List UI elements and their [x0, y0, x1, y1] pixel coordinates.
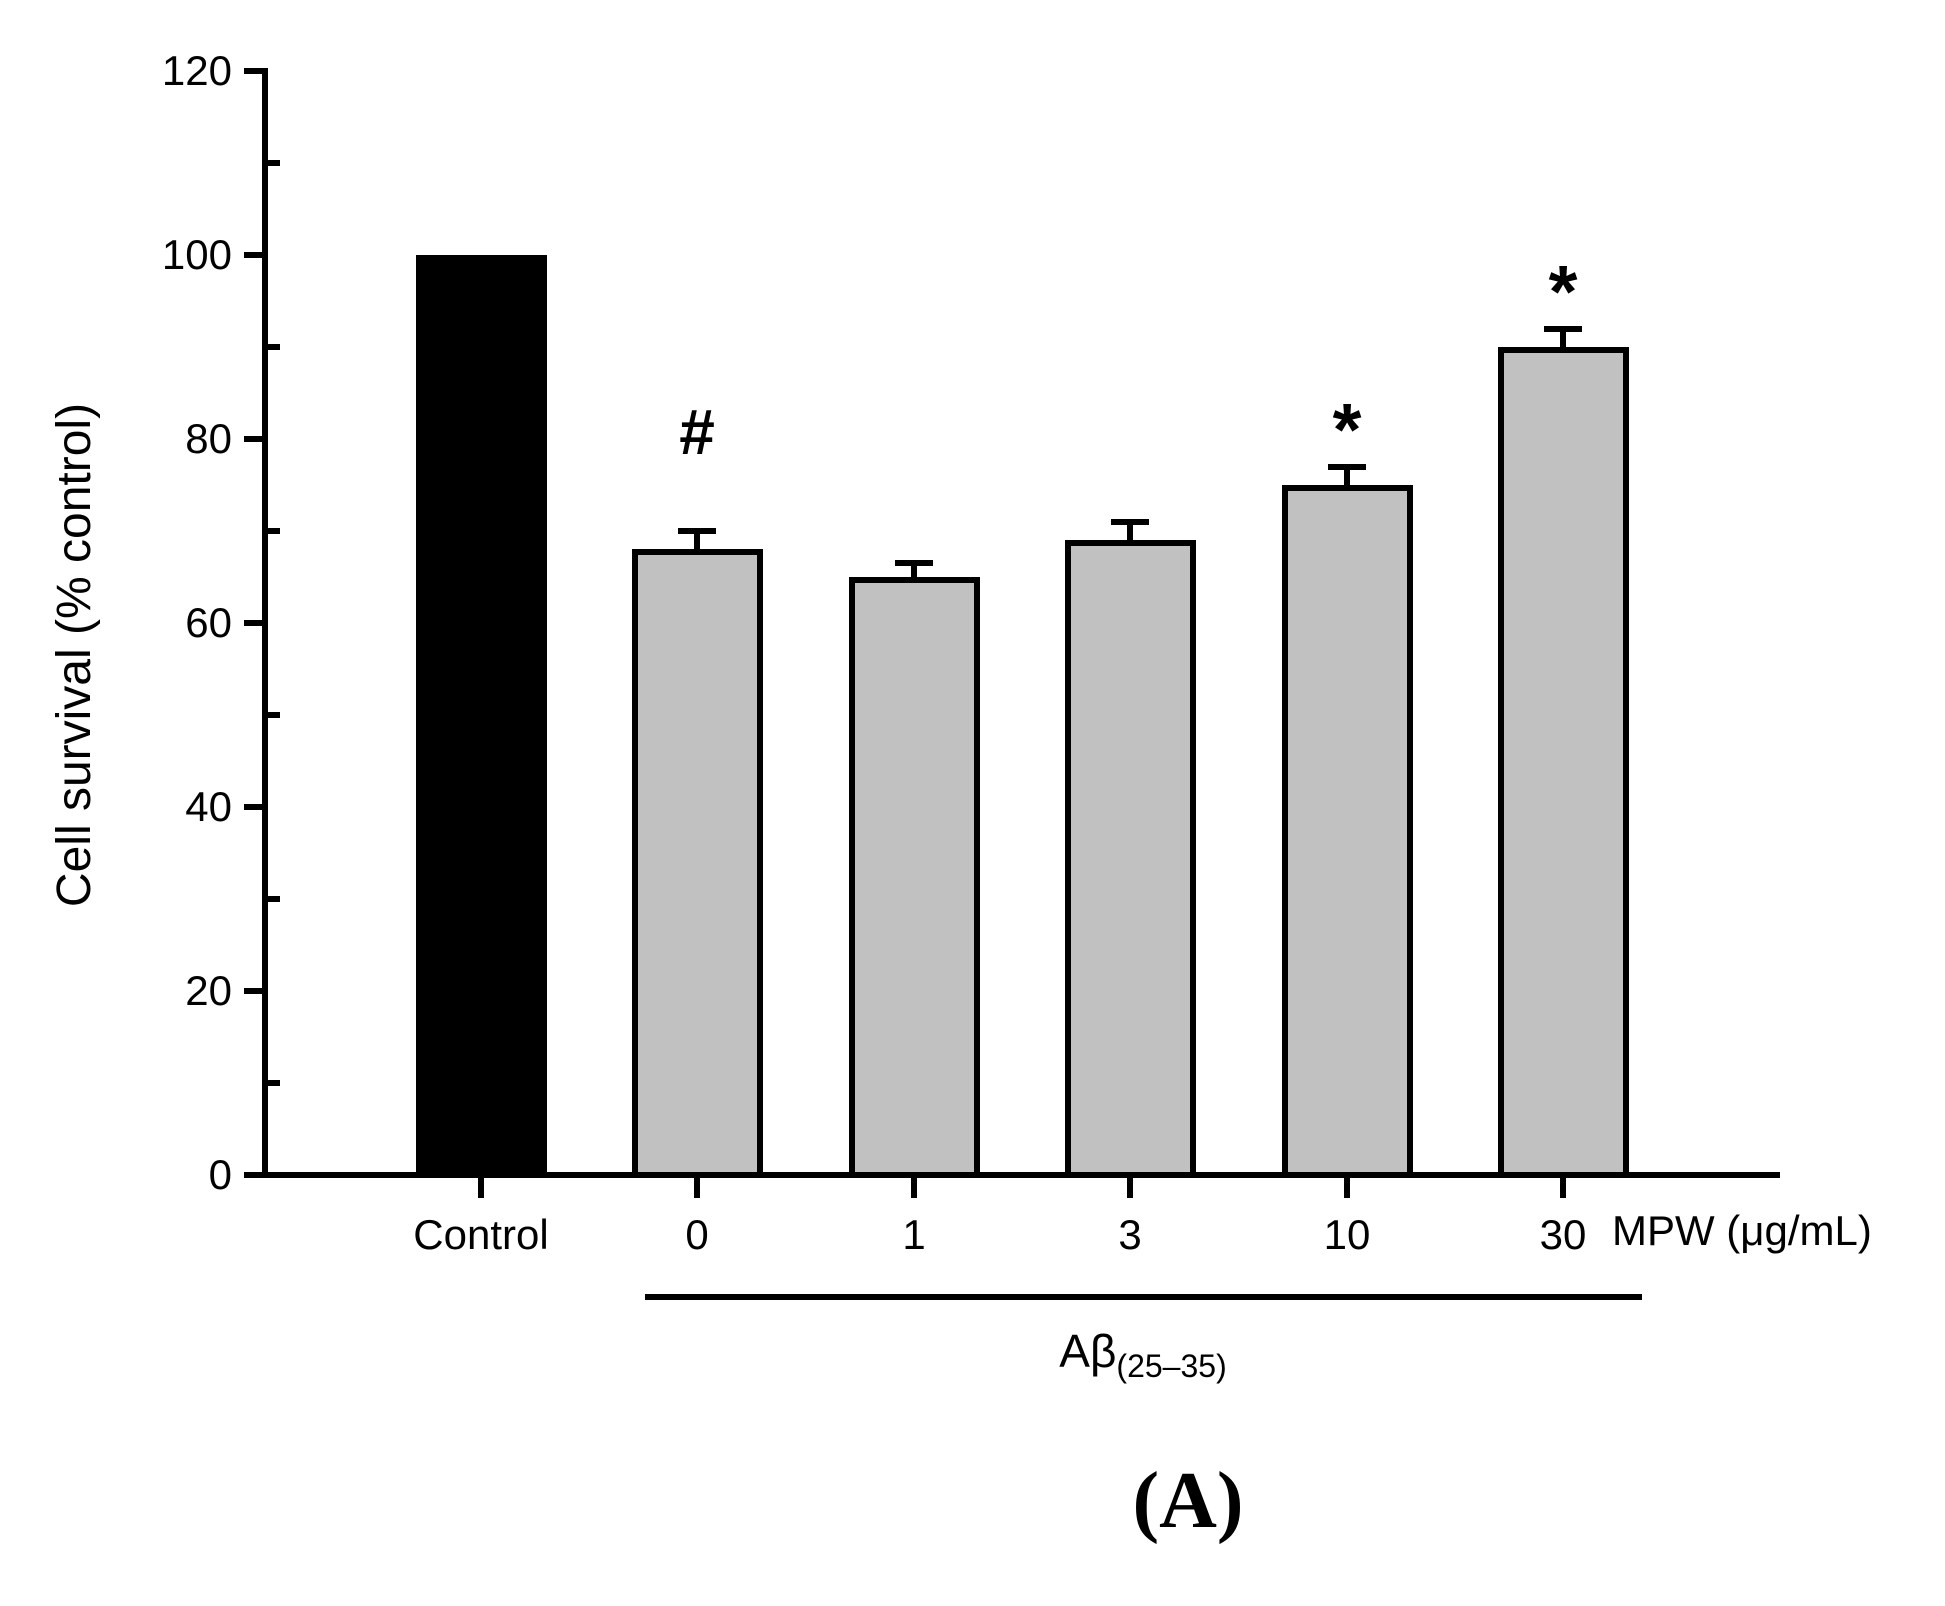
y-minor-tick: [268, 1080, 280, 1086]
x-category-label: 0: [685, 1211, 709, 1258]
x-tick: [911, 1178, 917, 1198]
error-bar-cap: [895, 560, 933, 567]
y-tick-label: 80: [185, 415, 232, 462]
x-tick: [478, 1178, 484, 1198]
x-axis-unit-label: MPW (μg/mL): [1612, 1207, 1872, 1254]
y-minor-tick: [268, 160, 280, 166]
error-bar-whisker: [1344, 466, 1350, 485]
x-tick: [694, 1178, 700, 1198]
significance-hash: #: [679, 396, 715, 468]
significance-asterisk: *: [1332, 387, 1362, 471]
x-category-label: Control: [413, 1211, 549, 1258]
x-tick: [1344, 1178, 1350, 1198]
y-axis-line: [262, 68, 268, 1178]
y-major-tick: [244, 1172, 262, 1178]
x-category-label: 3: [1118, 1211, 1142, 1258]
y-tick-label: 0: [208, 1151, 232, 1198]
bar: [1281, 485, 1413, 1178]
y-tick-label: 100: [161, 231, 232, 278]
significance-asterisk: *: [1548, 249, 1578, 333]
y-minor-tick: [268, 344, 280, 350]
bar: [631, 549, 763, 1178]
y-major-tick: [244, 252, 262, 258]
error-bar-whisker: [694, 531, 700, 550]
group-label: Aβ(25–35): [943, 1326, 1343, 1391]
bar: [848, 577, 980, 1178]
group-bracket-line: [645, 1294, 1642, 1300]
bar: [415, 255, 547, 1178]
error-bar-whisker: [1560, 328, 1566, 347]
error-bar-cap: [1111, 518, 1149, 525]
error-bar-cap: [678, 528, 716, 534]
x-tick: [1560, 1178, 1566, 1198]
error-bar-whisker: [911, 563, 917, 577]
y-tick-label: 20: [185, 967, 232, 1014]
y-major-tick: [244, 988, 262, 994]
y-major-tick: [244, 68, 262, 74]
bar: [1497, 347, 1629, 1178]
x-category-label: 1: [902, 1211, 926, 1258]
panel-label: (A): [1132, 1457, 1244, 1545]
x-tick: [1127, 1178, 1133, 1198]
error-bar-cap: [1544, 325, 1582, 332]
y-major-tick: [244, 804, 262, 810]
y-major-tick: [244, 436, 262, 442]
y-tick-label: 120: [161, 47, 232, 94]
bar: [1064, 540, 1196, 1178]
y-tick-label: 60: [185, 599, 232, 646]
y-tick-label: 40: [185, 783, 232, 830]
error-bar-whisker: [1127, 521, 1133, 541]
x-axis-line: [262, 1172, 1780, 1178]
group-label-subscript: (25–35): [1116, 1348, 1227, 1385]
y-major-tick: [244, 620, 262, 626]
x-category-label: 10: [1323, 1211, 1371, 1258]
y-minor-tick: [268, 896, 280, 902]
x-category-label: 30: [1539, 1211, 1587, 1258]
error-bar-cap: [1328, 463, 1366, 470]
group-label-base: Aβ: [1059, 1325, 1117, 1377]
y-minor-tick: [268, 528, 280, 534]
y-minor-tick: [268, 712, 280, 718]
